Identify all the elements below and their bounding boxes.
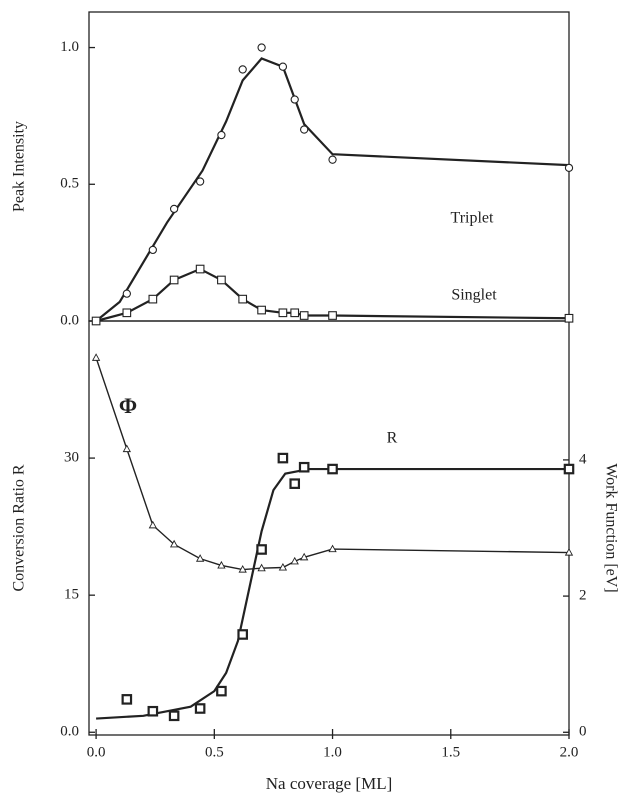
x-tick-label: 1.5 bbox=[441, 744, 460, 760]
data-point bbox=[328, 155, 337, 164]
data-point bbox=[148, 520, 158, 529]
data-point bbox=[278, 308, 288, 318]
data-point bbox=[168, 710, 180, 722]
data-point bbox=[91, 353, 101, 361]
series-line bbox=[96, 467, 569, 720]
data-point bbox=[257, 563, 266, 572]
annotation: Φ bbox=[119, 393, 137, 418]
data-point bbox=[195, 554, 205, 562]
y-axis-title: Peak Intensity bbox=[11, 121, 28, 212]
data-point bbox=[237, 629, 248, 640]
data-point bbox=[148, 245, 157, 255]
bottom-frame bbox=[88, 320, 570, 736]
annotation: Triplet bbox=[451, 210, 495, 227]
data-point bbox=[327, 463, 338, 475]
data-point bbox=[328, 544, 337, 553]
data-point bbox=[278, 62, 288, 71]
data-point bbox=[122, 308, 132, 318]
y-tick-label: 0.0 bbox=[60, 312, 79, 328]
series-line bbox=[95, 57, 570, 322]
y-axis-title: Conversion Ratio R bbox=[11, 464, 28, 591]
data-point bbox=[122, 289, 131, 298]
data-point bbox=[300, 125, 309, 134]
data-point bbox=[91, 316, 101, 326]
data-point bbox=[563, 463, 575, 475]
data-point bbox=[216, 685, 227, 697]
top-frame bbox=[88, 11, 570, 322]
x-tick-label: 0.0 bbox=[87, 744, 106, 760]
data-point bbox=[238, 65, 247, 74]
annotation: R bbox=[387, 430, 398, 447]
data-point bbox=[238, 565, 247, 573]
data-point bbox=[194, 703, 206, 714]
data-point bbox=[121, 694, 133, 705]
data-point bbox=[564, 163, 574, 173]
data-point bbox=[147, 705, 159, 717]
x-axis-title: Na coverage [ML] bbox=[266, 774, 393, 793]
data-point bbox=[195, 177, 205, 186]
data-point bbox=[169, 539, 179, 548]
data-point bbox=[217, 275, 226, 285]
series-line bbox=[95, 357, 570, 571]
y-tick-label: 15 bbox=[64, 587, 79, 603]
data-point bbox=[290, 308, 300, 318]
y2-axis-title: Work Function [eV] bbox=[602, 463, 619, 592]
data-point bbox=[217, 560, 226, 569]
data-point bbox=[217, 130, 226, 140]
x-tick-label: 0.5 bbox=[205, 744, 224, 760]
data-point bbox=[564, 313, 574, 323]
annotation: Singlet bbox=[451, 287, 497, 304]
data-point bbox=[238, 294, 248, 304]
data-point bbox=[195, 264, 205, 274]
data-point bbox=[169, 275, 179, 285]
data-point bbox=[257, 43, 266, 52]
data-point bbox=[148, 294, 158, 304]
y-tick-label: 30 bbox=[64, 450, 79, 466]
y2-tick-label: 0 bbox=[579, 724, 587, 740]
data-point bbox=[277, 452, 289, 464]
data-point bbox=[278, 562, 288, 571]
y-tick-label: 0.0 bbox=[60, 724, 79, 740]
data-point bbox=[290, 95, 299, 104]
y2-tick-label: 4 bbox=[579, 451, 587, 467]
data-point bbox=[257, 305, 266, 315]
data-point bbox=[328, 311, 337, 320]
data-point bbox=[290, 556, 299, 565]
x-tick-label: 2.0 bbox=[560, 744, 579, 760]
data-point bbox=[289, 478, 301, 489]
data-point bbox=[122, 444, 131, 453]
y-tick-label: 0.5 bbox=[60, 176, 79, 192]
data-point bbox=[564, 547, 574, 556]
data-point bbox=[169, 204, 179, 214]
data-point bbox=[298, 461, 310, 473]
y-tick-label: 1.0 bbox=[60, 39, 79, 55]
data-point bbox=[299, 311, 309, 320]
data-point bbox=[256, 544, 267, 555]
y2-tick-label: 2 bbox=[579, 588, 587, 604]
data-point bbox=[300, 552, 309, 561]
x-tick-label: 1.0 bbox=[323, 744, 342, 760]
